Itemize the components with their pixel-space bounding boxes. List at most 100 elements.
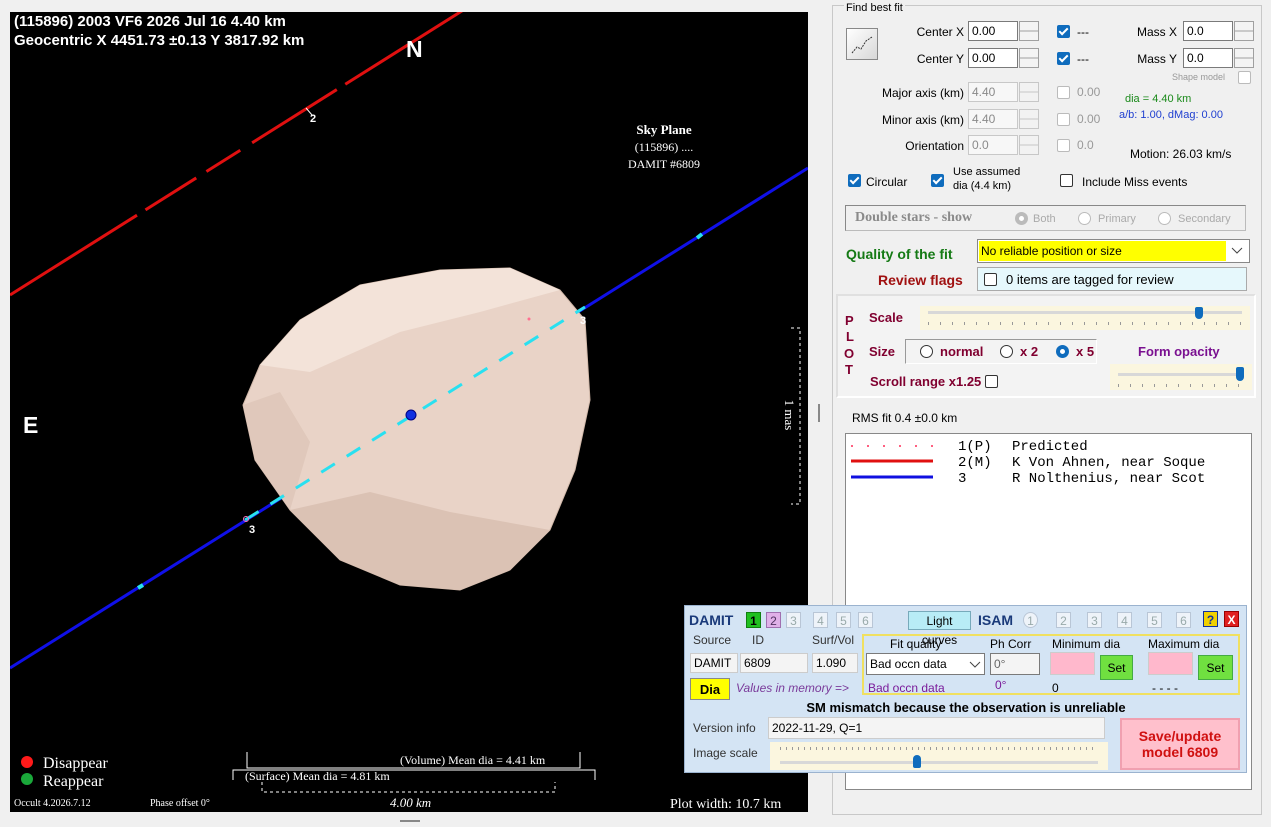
isam-model[interactable]: 3 — [1087, 612, 1102, 628]
radio[interactable] — [1158, 212, 1171, 225]
mass-x-input[interactable]: 0.0 — [1183, 21, 1233, 41]
observer-line-samples — [851, 445, 936, 479]
observer-name: K Von Ahnen, near Soque — [1012, 455, 1206, 471]
checkbox[interactable] — [985, 375, 998, 388]
slider-thumb[interactable] — [1236, 367, 1244, 381]
memory-label: Values in memory => — [736, 681, 849, 695]
checkbox[interactable] — [931, 174, 944, 187]
damit-model[interactable]: 5 — [836, 612, 851, 628]
include-miss-label: Include Miss events — [1082, 175, 1188, 189]
min-dia-field[interactable] — [1050, 652, 1095, 675]
fit-button[interactable] — [846, 28, 878, 60]
light-curves-button[interactable]: Light curves — [908, 611, 971, 647]
damit-model[interactable]: 3 — [786, 612, 801, 628]
version-label: Occult 4.2026.7.12 — [14, 798, 91, 809]
scale-bar-label: 4.00 km — [390, 795, 431, 810]
slider-track — [780, 761, 1098, 764]
damit-title: DAMIT — [689, 612, 734, 628]
isam-model[interactable]: 4 — [1117, 612, 1132, 628]
spinner[interactable] — [1019, 82, 1039, 102]
opacity-slider[interactable] — [1110, 364, 1252, 390]
orient-unc: 0.0 — [1077, 138, 1094, 152]
damit-model[interactable]: 2 — [766, 612, 781, 628]
slider-thumb[interactable] — [1195, 307, 1203, 319]
checkbox[interactable] — [1057, 86, 1070, 99]
plot-letter: P — [845, 313, 854, 328]
id-field: 6809 — [740, 653, 808, 673]
observer-row[interactable]: 3 R Nolthenius, near Scot — [958, 471, 1205, 487]
minor-input[interactable]: 4.40 — [968, 109, 1018, 129]
column-header: Fit quality — [890, 637, 942, 651]
surf-vol-field: 1.090 — [812, 653, 858, 673]
fit-quality-frame — [862, 634, 1240, 695]
slider-track — [1118, 373, 1244, 376]
plot-letter: O — [844, 346, 855, 361]
center-x-input[interactable]: 0.00 — [968, 21, 1018, 41]
radio[interactable] — [920, 345, 933, 358]
checkbox[interactable] — [848, 174, 861, 187]
center-point — [405, 409, 417, 421]
set-button[interactable]: Set — [1198, 655, 1233, 680]
close-button[interactable]: X — [1224, 611, 1239, 627]
spinner[interactable] — [1019, 21, 1039, 41]
isam-model[interactable]: 6 — [1176, 612, 1191, 628]
spinner[interactable] — [1019, 48, 1039, 68]
center-y-input[interactable]: 0.00 — [968, 48, 1018, 68]
memory-value: 0° — [995, 678, 1007, 692]
reappear-marker — [21, 773, 33, 785]
spinner[interactable] — [1234, 48, 1254, 68]
slider-ticks — [928, 322, 1242, 325]
checkbox[interactable] — [984, 273, 997, 286]
version-field[interactable]: 2022-11-29, Q=1 — [768, 717, 1105, 739]
memory-value: 0 — [1052, 681, 1059, 695]
spinner[interactable] — [1019, 109, 1039, 129]
fit-quality-dropdown[interactable]: Bad occn data — [866, 653, 985, 675]
orient-input[interactable]: 0.0 — [968, 135, 1018, 155]
fit-icon — [851, 36, 873, 54]
isam-model[interactable]: 1 — [1023, 612, 1038, 628]
spinner[interactable] — [1019, 135, 1039, 155]
checkbox[interactable] — [1057, 25, 1070, 38]
quality-dropdown[interactable]: No reliable position or size — [977, 239, 1250, 263]
dropdown-arrow — [969, 661, 981, 668]
max-dia-field[interactable] — [1148, 652, 1193, 675]
use-assumed-label: dia (4.4 km) — [953, 180, 1012, 192]
save-button[interactable]: Save/update model 6809 — [1120, 718, 1240, 770]
dia-button[interactable]: Dia — [690, 678, 730, 700]
set-button[interactable]: Set — [1100, 655, 1133, 680]
spinner[interactable] — [1234, 21, 1254, 41]
observer-row[interactable]: 2(M) K Von Ahnen, near Soque — [958, 455, 1205, 471]
radio[interactable] — [1056, 345, 1069, 358]
radio[interactable] — [1000, 345, 1013, 358]
mass-y-input[interactable]: 0.0 — [1183, 48, 1233, 68]
radio[interactable] — [1078, 212, 1091, 225]
slider-thumb[interactable] — [913, 755, 921, 768]
checkbox[interactable] — [1060, 174, 1073, 187]
checkbox[interactable] — [1238, 71, 1251, 84]
isam-model[interactable]: 5 — [1147, 612, 1162, 628]
column-header: Surf/Vol — [812, 633, 855, 647]
splitter — [818, 404, 820, 422]
scale-bar — [261, 782, 556, 793]
checkbox[interactable] — [1057, 139, 1070, 152]
damit-model[interactable]: 6 — [858, 612, 873, 628]
observer-row[interactable]: 1(P) Predicted — [958, 439, 1205, 455]
center-y-flag: --- — [1077, 52, 1089, 66]
scale-slider[interactable] — [920, 306, 1250, 330]
checkbox[interactable] — [1057, 113, 1070, 126]
review-box — [977, 267, 1247, 291]
checkbox[interactable] — [1057, 52, 1070, 65]
image-scale-slider[interactable] — [770, 742, 1108, 770]
volume-dia: (Volume) Mean dia = 4.41 km — [400, 753, 546, 767]
damit-model[interactable]: 1 — [746, 612, 761, 628]
major-input[interactable]: 4.40 — [968, 82, 1018, 102]
plot-width: Plot width: 10.7 km — [670, 797, 781, 812]
ph-corr-field[interactable]: 0° — [990, 653, 1040, 675]
plot-letter: L — [846, 329, 854, 344]
sky-plane-label: DAMIT #6809 — [628, 157, 700, 171]
rms-label: RMS fit 0.4 ±0.0 km — [852, 411, 958, 425]
radio[interactable] — [1015, 212, 1028, 225]
isam-model[interactable]: 2 — [1056, 612, 1071, 628]
help-button[interactable]: ? — [1203, 611, 1218, 627]
damit-model[interactable]: 4 — [813, 612, 828, 628]
